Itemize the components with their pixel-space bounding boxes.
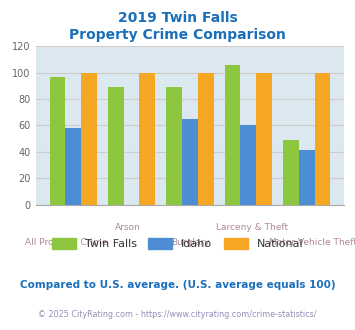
Text: Larceny & Theft: Larceny & Theft xyxy=(215,223,288,232)
Bar xyxy=(299,150,315,205)
Bar xyxy=(256,73,272,205)
Bar xyxy=(65,128,81,205)
Bar xyxy=(283,140,299,205)
Bar xyxy=(182,119,198,205)
Bar xyxy=(240,125,256,205)
Legend: Twin Falls, Idaho, National: Twin Falls, Idaho, National xyxy=(47,233,308,253)
Bar xyxy=(50,77,65,205)
Text: © 2025 CityRating.com - https://www.cityrating.com/crime-statistics/: © 2025 CityRating.com - https://www.city… xyxy=(38,310,317,319)
Text: Motor Vehicle Theft: Motor Vehicle Theft xyxy=(269,238,355,247)
Bar xyxy=(140,73,155,205)
Bar xyxy=(315,73,330,205)
Bar xyxy=(198,73,214,205)
Bar xyxy=(225,65,240,205)
Text: Arson: Arson xyxy=(115,223,141,232)
Text: All Property Crime: All Property Crime xyxy=(25,238,108,247)
Text: Property Crime Comparison: Property Crime Comparison xyxy=(69,28,286,42)
Text: Compared to U.S. average. (U.S. average equals 100): Compared to U.S. average. (U.S. average … xyxy=(20,280,335,290)
Bar xyxy=(81,73,97,205)
Text: Burglary: Burglary xyxy=(171,238,209,247)
Bar xyxy=(108,87,124,205)
Text: 2019 Twin Falls: 2019 Twin Falls xyxy=(118,11,237,25)
Bar xyxy=(166,87,182,205)
